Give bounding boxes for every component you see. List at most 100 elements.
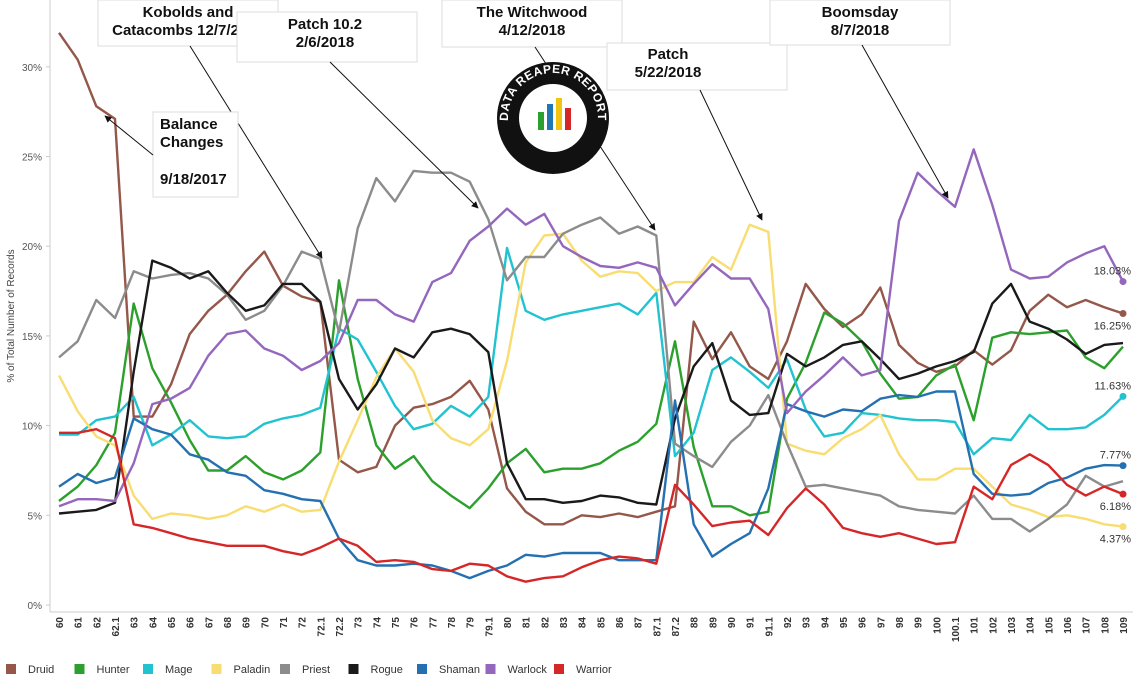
x-tick-label: 106 <box>1063 617 1074 634</box>
x-tick-label: 97 <box>876 617 887 629</box>
end-label: 11.63% <box>1095 380 1132 392</box>
end-point <box>1119 278 1127 286</box>
annotation-arrow <box>861 44 949 199</box>
annotation-text: 2/6/2018 <box>296 34 354 51</box>
series-line <box>57 223 1124 528</box>
legend-swatch <box>74 664 85 674</box>
legend-label: Shaman <box>439 664 480 676</box>
x-tick-label: 70 <box>260 617 271 629</box>
x-tick-label: 61 <box>74 617 85 629</box>
end-point <box>1119 462 1127 470</box>
legend-swatch <box>211 664 222 674</box>
x-tick-label: 80 <box>503 617 514 629</box>
legend-swatch <box>485 664 496 674</box>
x-tick-label: 102 <box>988 617 999 634</box>
x-tick-label: 94 <box>820 617 831 629</box>
legend-swatch <box>554 664 564 674</box>
x-tick-label: 91 <box>746 617 757 629</box>
x-tick-label: 78 <box>447 617 458 629</box>
x-tick-label: 103 <box>1007 617 1018 634</box>
legend-swatch <box>6 664 16 674</box>
x-tick-label: 65 <box>167 617 178 629</box>
x-tick-label: 95 <box>839 617 850 629</box>
x-tick-label: 68 <box>223 617 234 629</box>
logo: DATA REAPER REPORT <box>497 62 609 174</box>
x-tick-label: 90 <box>727 617 738 629</box>
x-tick-label: 84 <box>578 617 589 629</box>
legend-swatch <box>417 664 427 674</box>
annotation-text: 5/22/2018 <box>635 64 702 81</box>
legend-swatch <box>348 664 359 674</box>
x-tick-label: 96 <box>858 617 869 629</box>
series-line <box>58 390 1124 580</box>
end-label: 4.37% <box>1100 534 1131 546</box>
annotation-box <box>769 0 951 46</box>
x-tick-label: 93 <box>802 617 813 629</box>
series-line <box>59 246 1124 458</box>
x-tick-label: 87.2 <box>671 617 682 637</box>
x-tick-label: 76 <box>410 617 421 629</box>
plot-area: 16.25% 11.63% 4.37% 7.77% 18.03% 6.18% <box>57 32 1132 583</box>
x-tick-label: 72 <box>298 617 309 629</box>
annotation-text: 9/18/2017 <box>160 171 227 188</box>
legend-label: Druid <box>28 664 54 676</box>
annotation-arrow <box>104 115 154 156</box>
x-tick-label: 73 <box>354 617 365 629</box>
x-tick-label: 101 <box>970 617 981 634</box>
legend-label: Mage <box>165 664 193 676</box>
x-tick-label: 85 <box>596 617 607 629</box>
y-tick-label: 25% <box>22 153 42 164</box>
x-tick-label: 109 <box>1119 617 1130 634</box>
annotation-box <box>236 11 418 63</box>
x-tick-label: 83 <box>559 617 570 629</box>
annotation-text: Boomsday <box>822 4 899 21</box>
logo-icon <box>556 98 562 130</box>
x-tick-label: 87.1 <box>652 617 663 637</box>
x-tick-label: 64 <box>148 617 159 629</box>
x-tick-label: 72.1 <box>316 617 327 637</box>
x-tick-label: 108 <box>1100 617 1111 634</box>
logo-icon <box>547 104 553 130</box>
annotation-text: 4/12/2018 <box>499 22 566 39</box>
legend-label: Warrior <box>576 664 612 676</box>
y-tick-label: 15% <box>22 332 42 343</box>
x-tick-label: 63 <box>130 617 141 629</box>
x-tick-label: 72.2 <box>335 617 346 637</box>
y-tick-label: 20% <box>22 242 42 253</box>
x-tick-label: 60 <box>55 617 66 629</box>
legend-swatch <box>280 664 290 674</box>
series-line <box>59 428 1124 583</box>
end-point <box>1119 523 1127 531</box>
annotation-arrow <box>699 89 763 221</box>
annotation-arrow <box>329 61 479 209</box>
end-label: 7.77% <box>1100 450 1131 462</box>
annotation-box <box>606 42 788 91</box>
legend-label: Hunter <box>97 664 130 676</box>
x-tick-label: 62 <box>92 617 103 629</box>
end-point <box>1119 392 1127 400</box>
x-tick-label: 69 <box>242 617 253 629</box>
x-tick-label: 87 <box>634 617 645 629</box>
x-tick-label: 98 <box>895 617 906 629</box>
x-tick-label: 77 <box>428 617 439 629</box>
series-line <box>58 259 1124 515</box>
y-tick-label: 10% <box>22 422 42 433</box>
annotation-text: Changes <box>160 134 223 151</box>
annotation-text: Patch <box>648 46 689 63</box>
legend: Druid Hunter Mage Paladin Priest Rogue Shaman W… <box>6 664 612 676</box>
x-tick-label: 62.1 <box>111 617 122 637</box>
y-tick-label: 30% <box>22 63 42 74</box>
series-line <box>58 169 1124 533</box>
x-tick-label: 79.1 <box>484 617 495 637</box>
x-tick-label: 82 <box>540 617 551 629</box>
x-tick-label: 81 <box>522 617 533 629</box>
annotation-box <box>152 111 239 198</box>
x-tick-label: 67 <box>204 617 215 629</box>
annotation-box <box>441 0 623 48</box>
end-point <box>1119 310 1127 317</box>
annotation-text: Kobolds and <box>143 4 234 21</box>
x-tick-label: 66 <box>186 617 197 629</box>
x-tick-label: 71 <box>279 617 290 629</box>
legend-label: Warlock <box>508 664 548 676</box>
